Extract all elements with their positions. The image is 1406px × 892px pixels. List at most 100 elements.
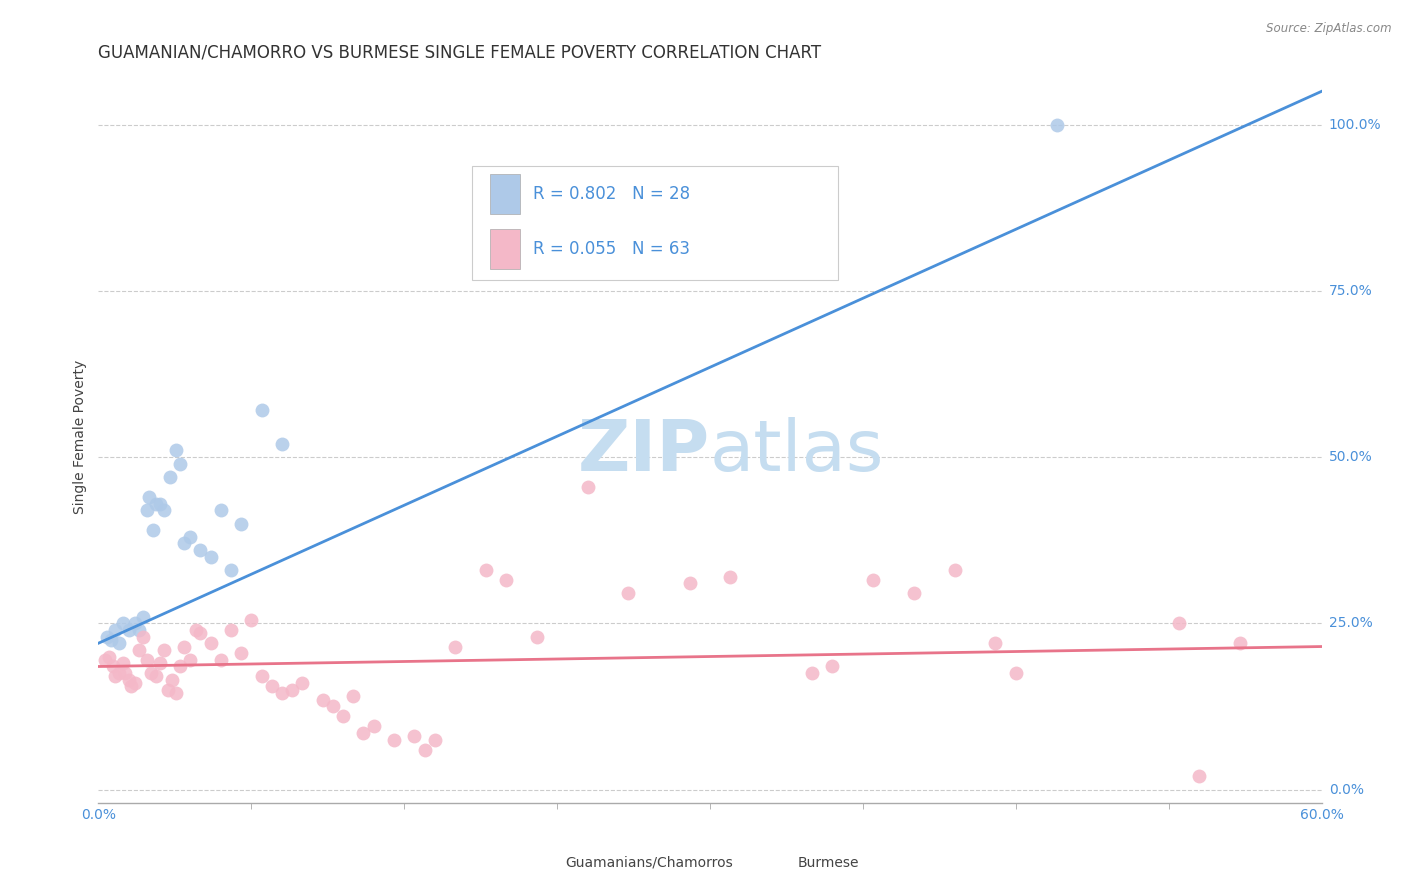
FancyBboxPatch shape <box>471 167 838 280</box>
Point <box>1045 118 1069 132</box>
Point <box>114 666 136 681</box>
Point <box>526 630 548 644</box>
Point <box>156 682 179 697</box>
Point <box>186 623 208 637</box>
Text: Source: ZipAtlas.com: Source: ZipAtlas.com <box>1267 22 1392 36</box>
Point <box>423 732 446 747</box>
Point <box>943 563 966 577</box>
Point <box>903 586 925 600</box>
Point <box>322 699 344 714</box>
Point <box>1167 616 1189 631</box>
Text: ZIP: ZIP <box>578 417 710 486</box>
Point <box>149 656 172 670</box>
Point <box>96 630 118 644</box>
Point <box>231 516 253 531</box>
Y-axis label: Single Female Poverty: Single Female Poverty <box>73 360 87 514</box>
Point <box>270 686 294 700</box>
Point <box>219 563 242 577</box>
Point <box>179 530 201 544</box>
Point <box>250 669 273 683</box>
Point <box>312 692 335 706</box>
Point <box>104 669 127 683</box>
Point <box>160 673 183 687</box>
Point <box>382 732 405 747</box>
Text: 100.0%: 100.0% <box>1329 118 1381 131</box>
Point <box>250 403 273 417</box>
Point <box>136 503 159 517</box>
Point <box>169 457 191 471</box>
Point <box>100 632 122 647</box>
Text: Guamanians/Chamorros: Guamanians/Chamorros <box>565 855 734 870</box>
Point <box>576 480 599 494</box>
Point <box>132 609 155 624</box>
Point <box>718 570 742 584</box>
Point <box>188 626 212 640</box>
Point <box>240 613 263 627</box>
Point <box>173 640 195 654</box>
Point <box>145 497 167 511</box>
Point <box>363 719 385 733</box>
Point <box>617 586 640 600</box>
Point <box>138 490 160 504</box>
Point <box>342 690 364 704</box>
Point <box>679 576 702 591</box>
Point <box>169 659 191 673</box>
Point <box>104 623 127 637</box>
Point <box>270 436 294 450</box>
Point <box>862 573 884 587</box>
FancyBboxPatch shape <box>489 228 520 268</box>
Point <box>821 659 844 673</box>
Point <box>352 726 374 740</box>
Point <box>260 680 283 694</box>
Point <box>97 649 120 664</box>
Point <box>209 503 232 517</box>
Point <box>101 659 124 673</box>
Point <box>128 623 150 637</box>
Text: GUAMANIAN/CHAMORRO VS BURMESE SINGLE FEMALE POVERTY CORRELATION CHART: GUAMANIAN/CHAMORRO VS BURMESE SINGLE FEM… <box>98 44 821 62</box>
Point <box>93 653 115 667</box>
Point <box>165 686 187 700</box>
Text: 75.0%: 75.0% <box>1329 284 1372 298</box>
Point <box>142 523 165 537</box>
Point <box>984 636 1007 650</box>
Point <box>159 470 181 484</box>
Point <box>152 503 174 517</box>
Point <box>495 573 517 587</box>
Point <box>444 640 467 654</box>
Point <box>152 643 174 657</box>
Text: Burmese: Burmese <box>799 855 859 870</box>
Text: R = 0.802   N = 28: R = 0.802 N = 28 <box>533 186 690 203</box>
Point <box>200 549 222 564</box>
Point <box>149 497 172 511</box>
Point <box>111 616 134 631</box>
Point <box>188 543 212 558</box>
FancyBboxPatch shape <box>489 174 520 214</box>
Point <box>209 653 232 667</box>
Point <box>118 673 141 687</box>
Point <box>1229 636 1251 650</box>
Point <box>179 653 201 667</box>
Point <box>118 623 141 637</box>
Point <box>124 676 146 690</box>
Point <box>474 563 498 577</box>
Point <box>1004 666 1026 681</box>
Point <box>141 666 163 681</box>
Point <box>124 616 146 631</box>
Point <box>219 623 242 637</box>
Point <box>291 676 314 690</box>
Point <box>173 536 195 550</box>
Point <box>404 729 426 743</box>
FancyBboxPatch shape <box>765 852 792 874</box>
Point <box>332 709 354 723</box>
FancyBboxPatch shape <box>533 852 560 874</box>
Point <box>413 742 436 756</box>
Point <box>165 443 187 458</box>
Point <box>145 669 167 683</box>
Point <box>111 656 134 670</box>
Point <box>136 653 159 667</box>
Text: 50.0%: 50.0% <box>1329 450 1372 464</box>
Text: atlas: atlas <box>710 417 884 486</box>
Point <box>281 682 304 697</box>
Text: 0.0%: 0.0% <box>1329 782 1364 797</box>
Point <box>231 646 253 660</box>
